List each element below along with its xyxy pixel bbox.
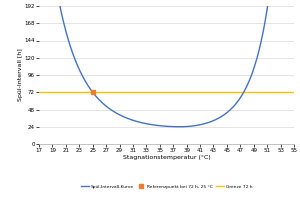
Line: Spül-Intervall-Kurve: Spül-Intervall-Kurve — [39, 0, 294, 127]
Spül-Intervall-Kurve — [236, 100, 240, 102]
X-axis label: Stagnationstemperatur (°C): Stagnationstemperatur (°C) — [123, 155, 210, 160]
Spül-Intervall-Kurve — [178, 126, 182, 128]
Spül-Intervall-Kurve — [213, 119, 216, 121]
Spül-Intervall-Kurve — [63, 27, 67, 29]
Spül-Intervall-Kurve — [241, 93, 244, 95]
Spül-Intervall-Kurve — [140, 122, 144, 124]
Legend: Spül-Intervall-Kurve, Referenzpunkt bei 72 h, 25 °C, Grenze 72 h: Spül-Intervall-Kurve, Referenzpunkt bei … — [80, 185, 253, 189]
Spül-Intervall-Kurve — [149, 123, 153, 126]
Y-axis label: Spül-Intervall [h]: Spül-Intervall [h] — [18, 49, 23, 101]
